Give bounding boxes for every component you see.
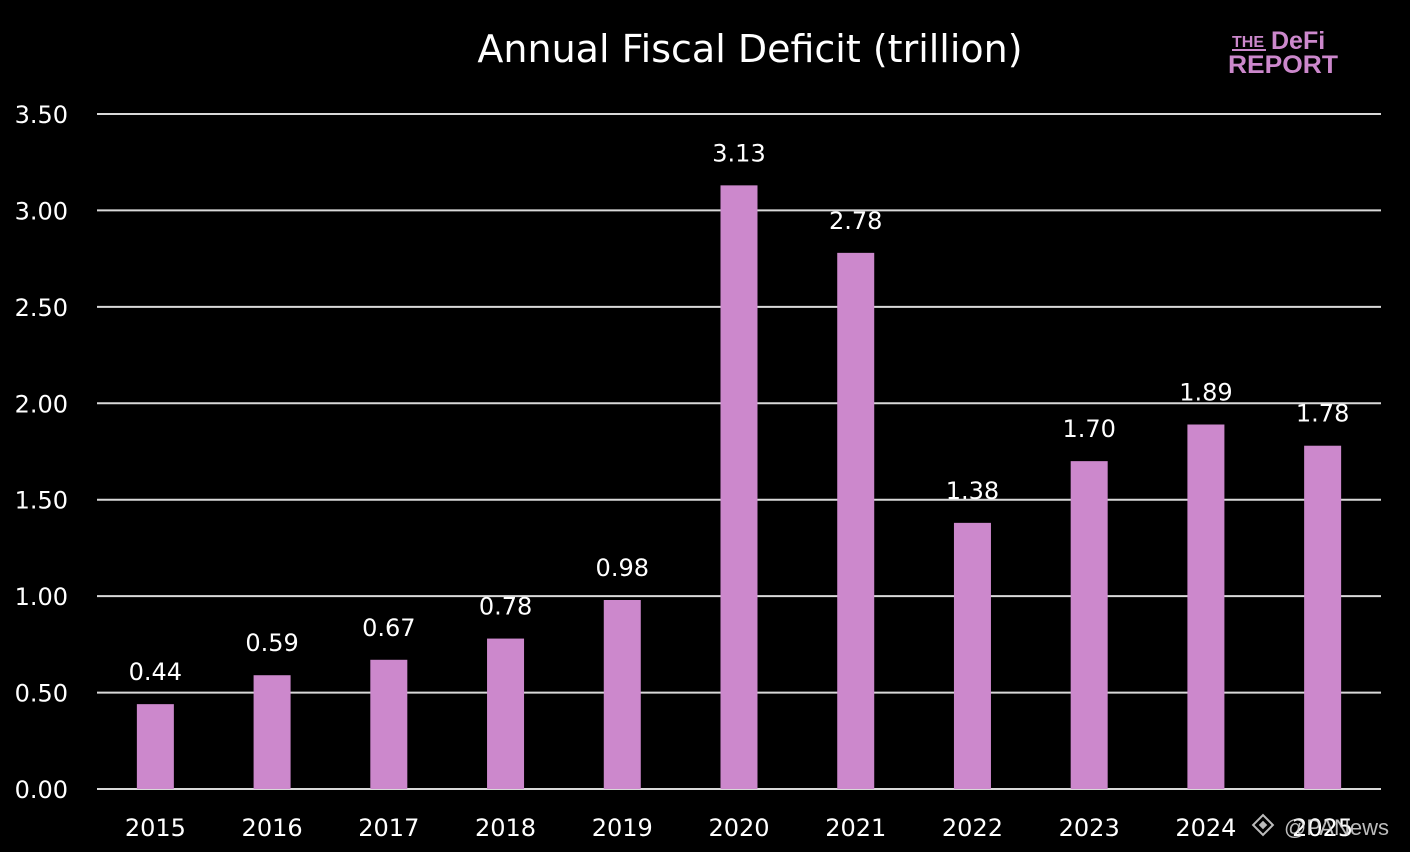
logo-the: THE (1232, 34, 1264, 51)
bar-2016 (253, 675, 291, 789)
bar-2021 (837, 252, 875, 789)
bar-2025 (1304, 445, 1342, 789)
defi-report-logo: THE DeFi REPORT (1228, 27, 1338, 79)
watermark: @PANews (1251, 813, 1389, 840)
logo-report: REPORT (1228, 51, 1338, 79)
x-tick-label: 2020 (708, 814, 769, 842)
data-label: 1.78 (1296, 400, 1349, 428)
data-label: 0.78 (479, 593, 532, 621)
logo-defi: DeFi (1271, 27, 1325, 55)
x-tick-label: 2025 (1292, 814, 1353, 842)
x-tick-label: 2016 (242, 814, 303, 842)
data-label: 1.38 (946, 477, 999, 505)
y-axis-ticks: 0.00 0.50 1.00 1.50 2.00 2.50 3.00 3.50 (15, 101, 68, 804)
data-label: 1.70 (1062, 415, 1115, 443)
data-label: 0.44 (129, 658, 182, 686)
y-tick-label: 2.50 (15, 294, 68, 322)
data-label: 2.78 (829, 207, 882, 235)
data-label: 1.89 (1179, 379, 1232, 407)
x-tick-label: 2023 (1059, 814, 1120, 842)
bar-2017 (370, 659, 408, 789)
x-tick-label: 2015 (125, 814, 186, 842)
bar-2023 (1070, 461, 1108, 789)
y-tick-label: 1.50 (15, 487, 68, 515)
data-label: 0.98 (596, 554, 649, 582)
data-label: 0.67 (362, 614, 415, 642)
data-label: 3.13 (712, 139, 765, 167)
x-tick-label: 2021 (825, 814, 886, 842)
bar-2015 (136, 704, 174, 789)
binance-diamond-icon (1251, 813, 1275, 837)
y-tick-label: 1.00 (15, 583, 68, 611)
data-label: 0.59 (245, 629, 298, 657)
watermark-text: @PANews (1284, 815, 1389, 840)
x-tick-label: 2024 (1175, 814, 1236, 842)
y-tick-label: 0.50 (15, 680, 68, 708)
data-labels: 0.44 0.59 0.67 0.78 0.98 3.13 2.78 1.38 1.70 1.89… (129, 139, 1350, 686)
y-tick-label: 0.00 (15, 776, 68, 804)
bars (136, 185, 1342, 789)
y-tick-label: 2.00 (15, 390, 68, 418)
y-tick-label: 3.00 (15, 197, 68, 225)
x-tick-label: 2017 (358, 814, 419, 842)
y-tick-label: 3.50 (15, 101, 68, 129)
bar-2018 (487, 638, 525, 789)
bar-2024 (1187, 424, 1225, 789)
x-tick-label: 2022 (942, 814, 1003, 842)
bar-2019 (603, 600, 641, 789)
bar-2022 (953, 522, 991, 789)
bar-2020 (720, 185, 758, 789)
x-tick-label: 2018 (475, 814, 536, 842)
chart-title: Annual Fiscal Deficit (trillion) (477, 27, 1022, 71)
x-axis-ticks: 2015 2016 2017 2018 2019 2020 2021 2022 2023 2024… (125, 814, 1353, 842)
x-tick-label: 2019 (592, 814, 653, 842)
